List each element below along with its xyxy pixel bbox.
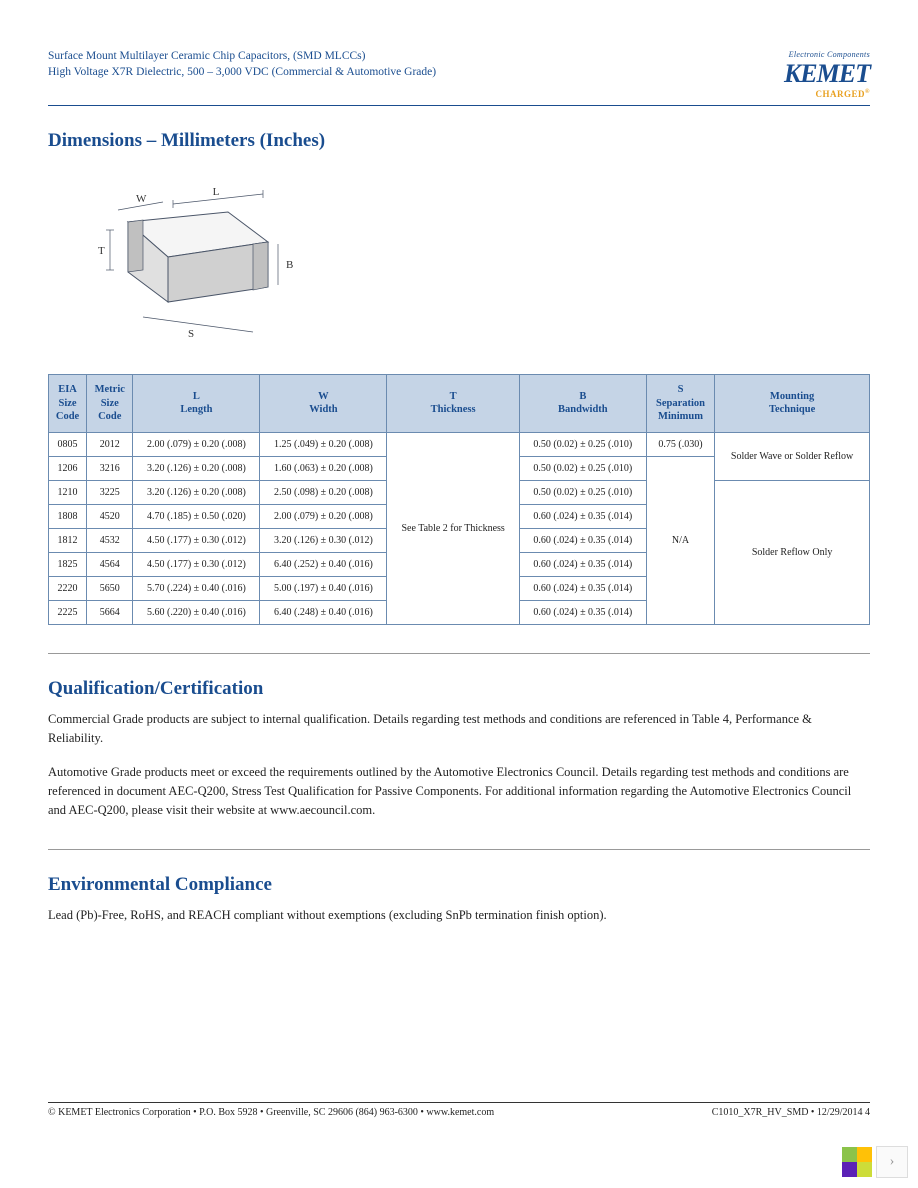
kemet-logo: Electronic Components KEMET CHARGED® bbox=[784, 50, 870, 99]
logo-text: KEMET bbox=[784, 59, 870, 89]
page-header: Surface Mount Multilayer Ceramic Chip Ca… bbox=[48, 50, 870, 99]
dimensions-table: EIASizeCode MetricSizeCode LLength WWidt… bbox=[48, 374, 870, 625]
footer-left: © KEMET Electronics Corporation • P.O. B… bbox=[48, 1107, 494, 1118]
nav-widget: › bbox=[842, 1146, 908, 1178]
mount-wave-reflow: Solder Wave or Solder Reflow bbox=[715, 432, 870, 480]
section-divider bbox=[48, 849, 870, 850]
header-rule bbox=[48, 105, 870, 106]
qualification-p1: Commercial Grade products are subject to… bbox=[48, 710, 870, 749]
dimensions-table-wrap: EIASizeCode MetricSizeCode LLength WWidt… bbox=[48, 374, 870, 625]
svg-text:W: W bbox=[136, 193, 147, 205]
nav-next-button[interactable]: › bbox=[876, 1146, 908, 1178]
svg-text:T: T bbox=[98, 245, 105, 257]
section-divider bbox=[48, 653, 870, 654]
capacitor-svg-icon: L W T B S bbox=[58, 162, 298, 362]
logo-subtext: CHARGED® bbox=[784, 89, 870, 99]
header-line1: Surface Mount Multilayer Ceramic Chip Ca… bbox=[48, 50, 436, 62]
nav-logo-icon bbox=[842, 1147, 872, 1177]
col-metric: MetricSizeCode bbox=[87, 375, 133, 433]
header-line2: High Voltage X7R Dielectric, 500 – 3,000… bbox=[48, 66, 436, 78]
mount-reflow-only: Solder Reflow Only bbox=[715, 480, 870, 624]
col-length: LLength bbox=[133, 375, 260, 433]
environmental-title: Environmental Compliance bbox=[48, 874, 870, 896]
col-eia: EIASizeCode bbox=[49, 375, 87, 433]
sep-na-merged: N/A bbox=[646, 456, 714, 624]
table-header-row: EIASizeCode MetricSizeCode LLength WWidt… bbox=[49, 375, 870, 433]
qualification-title: Qualification/Certification bbox=[48, 678, 870, 700]
chevron-right-icon: › bbox=[890, 1154, 895, 1170]
dimensions-title: Dimensions – Millimeters (Inches) bbox=[48, 130, 870, 152]
capacitor-diagram: L W T B S bbox=[58, 162, 298, 362]
col-mounting: MountingTechnique bbox=[715, 375, 870, 433]
col-thickness: TThickness bbox=[387, 375, 519, 433]
environmental-p1: Lead (Pb)-Free, RoHS, and REACH complian… bbox=[48, 906, 870, 925]
col-bandwidth: BBandwidth bbox=[519, 375, 646, 433]
svg-text:S: S bbox=[188, 328, 194, 340]
thickness-merged: See Table 2 for Thickness bbox=[387, 432, 519, 624]
qualification-p2: Automotive Grade products meet or exceed… bbox=[48, 763, 870, 821]
header-text: Surface Mount Multilayer Ceramic Chip Ca… bbox=[48, 50, 436, 78]
svg-text:L: L bbox=[213, 186, 220, 198]
col-width: WWidth bbox=[260, 375, 387, 433]
col-separation: SSeparationMinimum bbox=[646, 375, 714, 433]
page-footer: © KEMET Electronics Corporation • P.O. B… bbox=[48, 1102, 870, 1118]
logo-tagline: Electronic Components bbox=[784, 50, 870, 59]
table-row: 0805 2012 2.00 (.079) ± 0.20 (.008) 1.25… bbox=[49, 432, 870, 456]
svg-text:B: B bbox=[286, 259, 293, 271]
footer-right: C1010_X7R_HV_SMD • 12/29/2014 4 bbox=[712, 1107, 870, 1118]
